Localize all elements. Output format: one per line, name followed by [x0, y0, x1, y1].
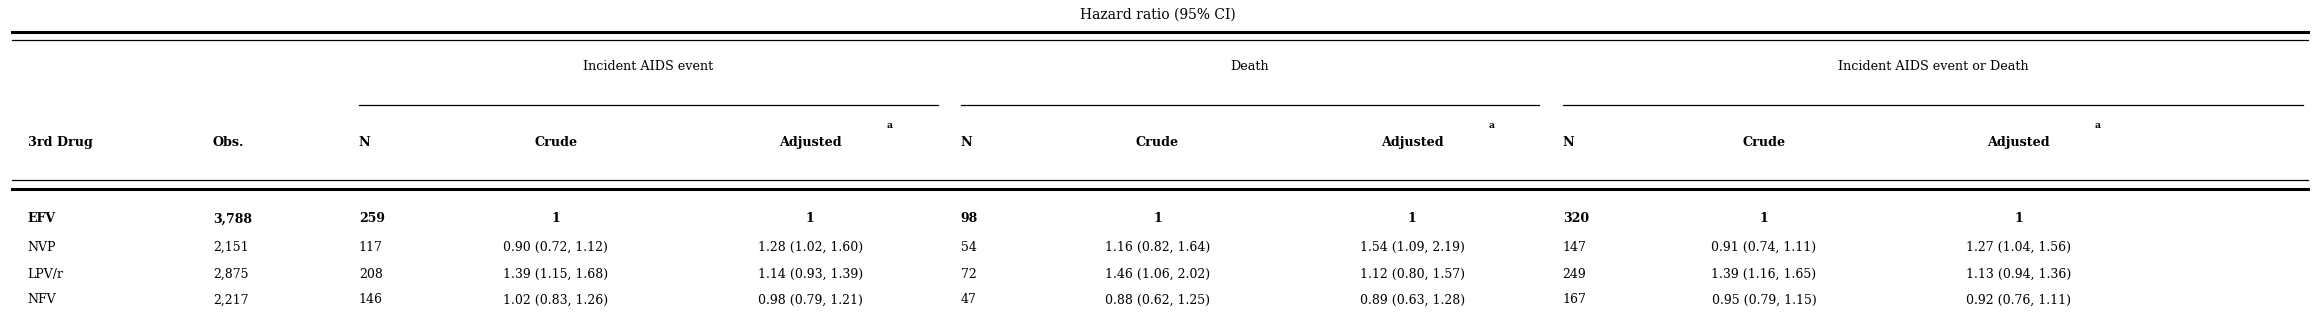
Text: Crude: Crude [1137, 136, 1178, 149]
Text: 1.14 (0.93, 1.39): 1.14 (0.93, 1.39) [757, 267, 863, 281]
Text: Obs.: Obs. [213, 136, 245, 149]
Text: 249: 249 [1563, 267, 1586, 281]
Text: 167: 167 [1563, 293, 1586, 306]
Text: 72: 72 [961, 267, 977, 281]
Text: Adjusted: Adjusted [1986, 136, 2051, 149]
Text: a: a [1489, 121, 1495, 129]
Text: NFV: NFV [28, 293, 56, 306]
Text: 1: 1 [1408, 212, 1417, 226]
Text: Death: Death [1232, 60, 1269, 73]
Text: 0.91 (0.74, 1.11): 0.91 (0.74, 1.11) [1711, 241, 1817, 254]
Text: 1.46 (1.06, 2.02): 1.46 (1.06, 2.02) [1104, 267, 1211, 281]
Text: N: N [1563, 136, 1574, 149]
Text: Adjusted: Adjusted [778, 136, 843, 149]
Text: Crude: Crude [535, 136, 576, 149]
Text: 208: 208 [359, 267, 382, 281]
Text: 117: 117 [359, 241, 382, 254]
Text: N: N [961, 136, 972, 149]
Text: 0.89 (0.63, 1.28): 0.89 (0.63, 1.28) [1359, 293, 1465, 306]
Text: a: a [2095, 121, 2102, 129]
Text: 0.98 (0.79, 1.21): 0.98 (0.79, 1.21) [757, 293, 863, 306]
Text: 54: 54 [961, 241, 977, 254]
Text: 2,875: 2,875 [213, 267, 248, 281]
Text: Incident AIDS event: Incident AIDS event [583, 60, 713, 73]
Text: LPV/r: LPV/r [28, 267, 65, 281]
Text: a: a [887, 121, 894, 129]
Text: 1.39 (1.16, 1.65): 1.39 (1.16, 1.65) [1711, 267, 1817, 281]
Text: 146: 146 [359, 293, 382, 306]
Text: 1.28 (1.02, 1.60): 1.28 (1.02, 1.60) [757, 241, 863, 254]
Text: 98: 98 [961, 212, 977, 226]
Text: 1.54 (1.09, 2.19): 1.54 (1.09, 2.19) [1359, 241, 1465, 254]
Text: 3,788: 3,788 [213, 212, 252, 226]
Text: 47: 47 [961, 293, 977, 306]
Text: 2,151: 2,151 [213, 241, 248, 254]
Text: 1.16 (0.82, 1.64): 1.16 (0.82, 1.64) [1104, 241, 1211, 254]
Text: 1: 1 [1153, 212, 1162, 226]
Text: 1.27 (1.04, 1.56): 1.27 (1.04, 1.56) [1965, 241, 2072, 254]
Text: Incident AIDS event or Death: Incident AIDS event or Death [1838, 60, 2028, 73]
Text: 2,217: 2,217 [213, 293, 248, 306]
Text: 259: 259 [359, 212, 384, 226]
Text: 0.88 (0.62, 1.25): 0.88 (0.62, 1.25) [1104, 293, 1211, 306]
Text: 1.13 (0.94, 1.36): 1.13 (0.94, 1.36) [1965, 267, 2072, 281]
Text: 1.39 (1.15, 1.68): 1.39 (1.15, 1.68) [502, 267, 609, 281]
Text: 0.92 (0.76, 1.11): 0.92 (0.76, 1.11) [1965, 293, 2072, 306]
Text: EFV: EFV [28, 212, 56, 226]
Text: 1: 1 [806, 212, 815, 226]
Text: 1: 1 [1759, 212, 1769, 226]
Text: 1.02 (0.83, 1.26): 1.02 (0.83, 1.26) [502, 293, 609, 306]
Text: 147: 147 [1563, 241, 1586, 254]
Text: Hazard ratio (95% CI): Hazard ratio (95% CI) [1079, 7, 1236, 21]
Text: N: N [359, 136, 370, 149]
Text: 3rd Drug: 3rd Drug [28, 136, 93, 149]
Text: Crude: Crude [1743, 136, 1785, 149]
Text: 1: 1 [551, 212, 560, 226]
Text: 320: 320 [1563, 212, 1588, 226]
Text: 0.90 (0.72, 1.12): 0.90 (0.72, 1.12) [502, 241, 609, 254]
Text: 0.95 (0.79, 1.15): 0.95 (0.79, 1.15) [1711, 293, 1817, 306]
Text: 1.12 (0.80, 1.57): 1.12 (0.80, 1.57) [1359, 267, 1465, 281]
Text: 1: 1 [2014, 212, 2023, 226]
Text: NVP: NVP [28, 241, 56, 254]
Text: Adjusted: Adjusted [1380, 136, 1445, 149]
